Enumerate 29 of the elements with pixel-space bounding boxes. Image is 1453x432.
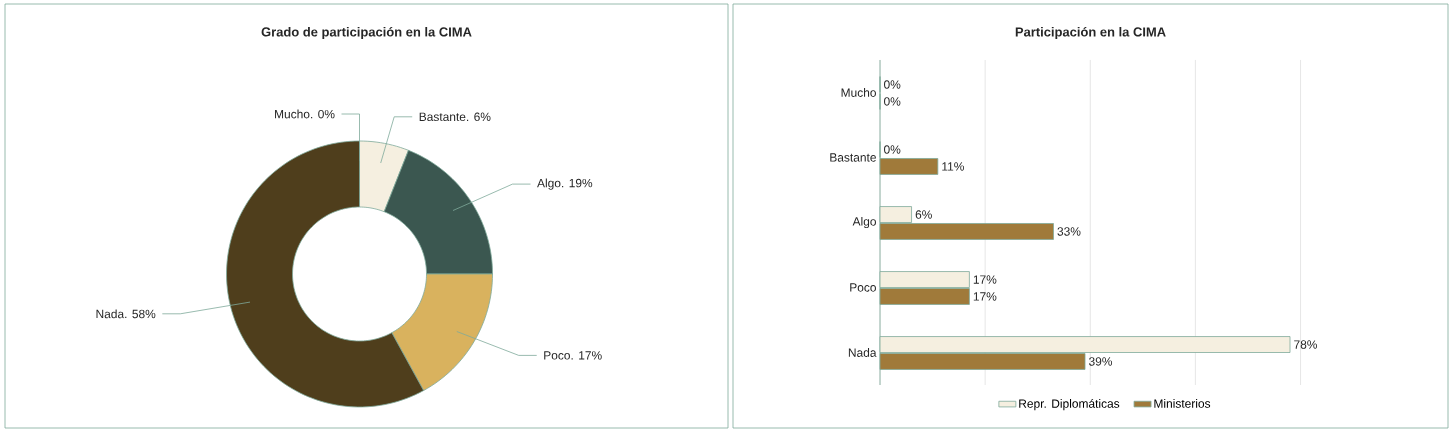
data-label: 33% xyxy=(1057,227,1081,236)
data-label: 58% xyxy=(132,309,156,319)
data-label: 6% xyxy=(474,112,491,122)
data-label: 0% xyxy=(884,145,901,154)
legend-label: Repr. Diplomáticas xyxy=(1019,398,1120,411)
y-tick-label: Poco xyxy=(850,283,876,292)
y-tick-label: Nada xyxy=(848,348,877,357)
data-label: 17% xyxy=(973,275,997,284)
slice-label: Bastante. xyxy=(419,112,469,122)
text: 0% xyxy=(318,109,335,119)
data-label: 0% xyxy=(884,97,901,106)
data-label: 78% xyxy=(1294,340,1318,349)
chart-title: Participación en la CIMA xyxy=(1015,26,1166,40)
slice-label: Poco. xyxy=(544,351,573,360)
y-tick-label: Algo xyxy=(852,216,876,229)
category-label: Mucho. xyxy=(275,109,313,119)
data-label: 17% xyxy=(579,351,602,360)
data-label: 17% xyxy=(973,292,997,301)
data-label: 11% xyxy=(942,162,964,171)
legend-label: Ministerios xyxy=(1154,399,1211,408)
data-label: 39% xyxy=(1088,357,1113,366)
slice-label: Nada. xyxy=(96,309,127,319)
chart-title: Grado de participación en la CIMA xyxy=(261,26,472,40)
data-label: 6% xyxy=(915,210,932,219)
slice-label: Algo. xyxy=(537,178,564,190)
y-tick-label: Mucho xyxy=(841,88,876,97)
data-label: 0% xyxy=(884,80,901,89)
data-label: 19% xyxy=(569,178,593,188)
y-tick-label: Bastante xyxy=(830,153,876,162)
